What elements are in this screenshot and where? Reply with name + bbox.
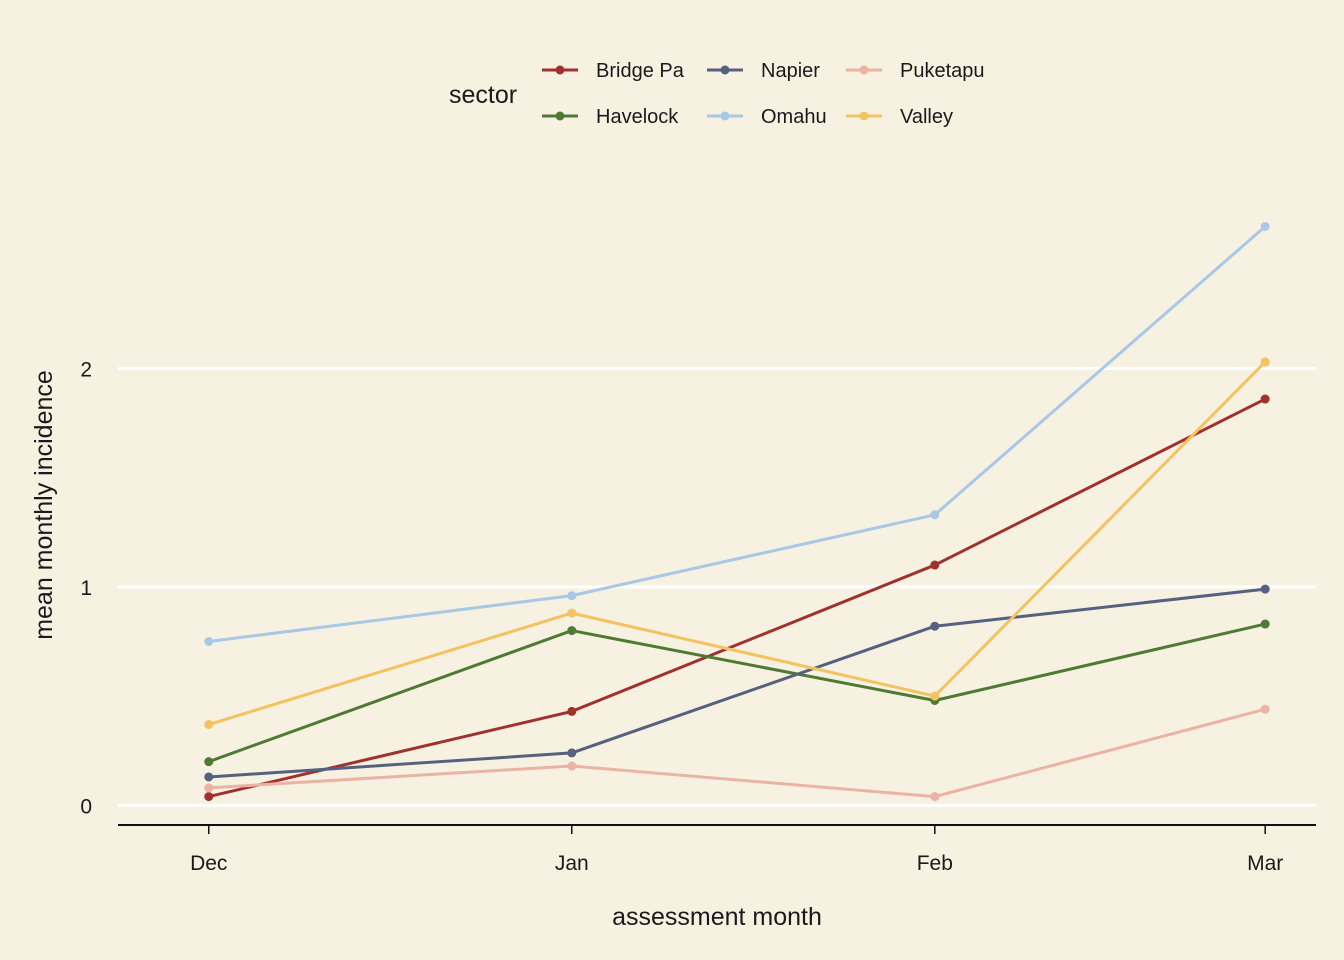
legend: sector Bridge Pa Havelock Napier Omahu Puket… xyxy=(449,60,985,128)
series-group xyxy=(204,221,1270,802)
legend-key-point xyxy=(555,111,565,121)
series-napier xyxy=(204,584,1270,782)
data-point-napier xyxy=(567,748,577,758)
series-line-valley xyxy=(208,360,1267,726)
legend-label: Valley xyxy=(900,106,953,128)
series-line-bridge-pa xyxy=(208,397,1266,799)
series-havelock xyxy=(204,619,1270,767)
data-point-havelock xyxy=(1260,619,1270,629)
data-point-puketapu xyxy=(567,761,577,771)
data-point-valley xyxy=(1260,357,1270,367)
series-line-havelock xyxy=(208,622,1266,764)
legend-label: Bridge Pa xyxy=(596,60,685,82)
data-point-valley xyxy=(567,608,577,618)
legend-label: Havelock xyxy=(596,106,679,128)
legend-title: sector xyxy=(449,81,517,109)
legend-label: Puketapu xyxy=(900,60,985,82)
y-tick-label: 0 xyxy=(80,795,92,818)
data-point-puketapu xyxy=(204,783,214,793)
legend-item-valley: Valley xyxy=(846,106,953,128)
x-tick-label: Feb xyxy=(917,852,953,875)
data-point-napier xyxy=(930,621,940,631)
data-point-puketapu xyxy=(1260,704,1270,714)
x-tick-label: Dec xyxy=(190,852,227,875)
data-point-omahu xyxy=(930,510,940,520)
legend-item-havelock: Havelock xyxy=(542,106,679,128)
series-puketapu xyxy=(204,704,1270,802)
y-tick-label: 1 xyxy=(80,577,92,600)
data-point-bridge-pa xyxy=(204,792,214,802)
legend-key-point xyxy=(720,65,730,75)
data-point-valley xyxy=(204,720,214,730)
data-point-valley xyxy=(930,691,940,701)
legend-item-omahu: Omahu xyxy=(707,106,827,128)
series-line-napier xyxy=(208,587,1266,779)
y-tick-label: 2 xyxy=(80,358,92,381)
legend-item-napier: Napier xyxy=(707,60,820,82)
series-valley xyxy=(204,357,1270,730)
legend-key-point xyxy=(859,65,869,75)
series-omahu xyxy=(204,221,1270,647)
legend-label: Napier xyxy=(761,60,820,82)
legend-key-point xyxy=(859,111,869,121)
series-line-omahu xyxy=(208,225,1267,643)
data-point-bridge-pa xyxy=(930,560,940,570)
y-axis-title: mean monthly incidence xyxy=(30,370,58,640)
data-point-havelock xyxy=(204,757,214,767)
legend-label: Omahu xyxy=(761,106,827,128)
series-line-puketapu xyxy=(208,707,1266,799)
data-point-omahu xyxy=(204,637,214,647)
legend-key-point xyxy=(720,111,730,121)
data-point-napier xyxy=(1260,584,1270,594)
x-tick-label: Mar xyxy=(1247,852,1283,875)
x-tick-label: Jan xyxy=(555,852,589,875)
series-bridge-pa xyxy=(204,394,1270,802)
legend-item-puketapu: Puketapu xyxy=(846,60,985,82)
data-point-bridge-pa xyxy=(1260,394,1270,404)
data-point-bridge-pa xyxy=(567,706,577,716)
x-axis-title: assessment month xyxy=(612,903,822,931)
legend-key-point xyxy=(555,65,565,75)
data-point-omahu xyxy=(1260,221,1270,231)
data-point-havelock xyxy=(567,626,577,636)
legend-item-bridge-pa: Bridge Pa xyxy=(542,60,685,82)
data-point-napier xyxy=(204,772,214,782)
x-axis: Dec Jan Feb Mar xyxy=(190,825,1283,875)
data-point-puketapu xyxy=(930,792,940,802)
data-point-omahu xyxy=(567,591,577,601)
y-axis: 0 1 2 xyxy=(80,358,92,818)
gridlines xyxy=(118,366,1316,807)
